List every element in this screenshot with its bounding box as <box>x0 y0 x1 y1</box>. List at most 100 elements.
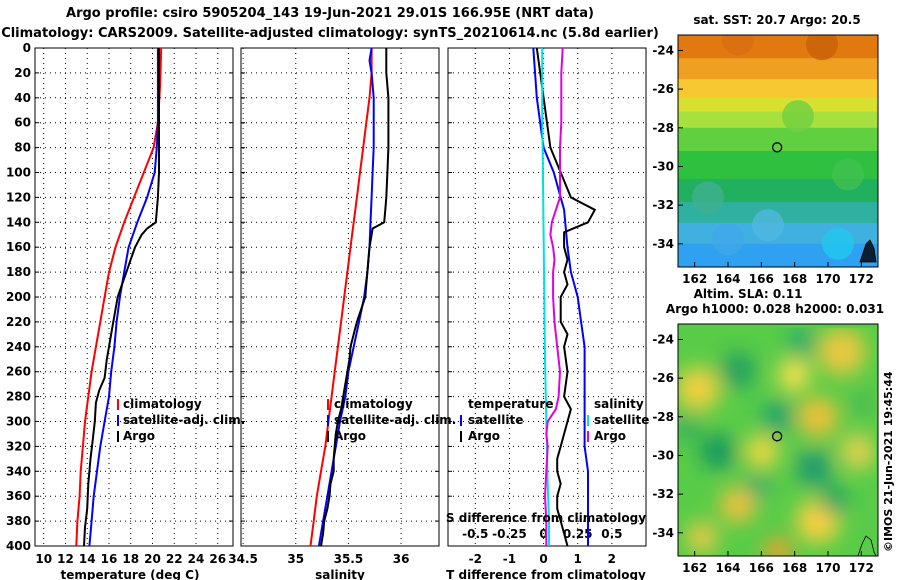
map-x-tick-label: 166 <box>749 561 774 575</box>
series-line-climatology <box>75 47 163 547</box>
s-difference-xlabel: S difference from climatology <box>446 511 646 525</box>
legend-label-climatology: climatology <box>334 397 413 411</box>
x-tick-label: -1 <box>503 552 516 566</box>
climatology-title: Climatology: CARS2009. Satellite-adjuste… <box>1 26 659 41</box>
series-line-s-satellite <box>541 48 550 546</box>
sla-coastline <box>857 535 877 557</box>
temperature-legend: climatology satellite-adj. clim. Argo <box>117 397 245 443</box>
map-x-tick-label: 168 <box>782 272 807 286</box>
sla-blob <box>720 352 756 389</box>
map-y-tick-label: -28 <box>652 410 674 424</box>
legend-title-temperature: temperature <box>468 397 553 411</box>
y-tick-label: 400 <box>6 539 31 553</box>
map-x-tick-label: 168 <box>782 561 807 575</box>
legend-label-t-satellite: satellite <box>468 413 523 427</box>
legend-label-argo: Argo <box>334 429 366 443</box>
legend-label-satellite: satellite-adj. clim. <box>123 413 245 427</box>
sst-argo-marker <box>772 142 783 153</box>
map-y-tick-label: -30 <box>652 159 674 173</box>
x-tick-label: 12 <box>57 552 74 566</box>
y-tick-label: 60 <box>14 116 31 130</box>
x-tick-label: 35 <box>287 552 304 566</box>
sla-blob <box>686 521 718 554</box>
salinity-panel: 34.5 35 35.5 36 salinity climatology satell… <box>228 47 456 580</box>
sst-map-title: sat. SST: 20.7 Argo: 20.5 <box>693 13 860 27</box>
sst-blob <box>782 100 814 133</box>
legend-label-climatology: climatology <box>123 397 202 411</box>
sla-map-subtitle: Argo h1000: 0.028 h2000: 0.031 <box>666 302 884 316</box>
series-line-t-satellite <box>532 47 589 546</box>
series-line-s-argo <box>543 47 564 546</box>
y-tick-label: 20 <box>14 66 31 80</box>
x-tick-label: 20 <box>144 552 161 566</box>
y-tick-label: 240 <box>6 340 31 354</box>
map-x-tick-label: 164 <box>715 561 740 575</box>
y-tick-label: 180 <box>6 265 31 279</box>
y-tick-label: 0 <box>23 41 31 55</box>
sla-blob <box>798 396 838 437</box>
series-line-climatology <box>309 48 373 547</box>
sst-band <box>678 58 878 81</box>
map-x-tick-label: 164 <box>715 272 740 286</box>
sla-blob <box>852 392 872 413</box>
sla-blob <box>796 449 832 486</box>
temperature-panel: 0 20 40 60 80 100 120 140 160 180 200 220 240 260 280 3… <box>6 41 245 580</box>
sla-blob <box>778 359 810 392</box>
x-tick-label: 26 <box>209 552 226 566</box>
y-tick-label: 260 <box>6 365 31 379</box>
sst-blob <box>712 223 744 256</box>
x-tick-label: 18 <box>122 552 139 566</box>
y-tick-label: 140 <box>6 215 31 229</box>
sst-band <box>678 127 878 152</box>
y-tick-label: 160 <box>6 240 31 254</box>
difference-legend: temperature satellite Argo salinity sate… <box>460 397 649 443</box>
map-y-tick-label: -30 <box>652 448 674 462</box>
sla-map-panel: Altim. SLA: 0.11 Argo h1000: 0.028 h2000… <box>652 287 884 575</box>
y-tick-label: 200 <box>6 290 31 304</box>
sla-blob <box>820 486 848 515</box>
x-tick-label: 36 <box>393 552 410 566</box>
sla-blob <box>746 435 778 468</box>
legend-label-t-argo: Argo <box>468 429 500 443</box>
sla-argo-marker <box>772 431 783 442</box>
x-tick-label: 1 <box>574 552 582 566</box>
x-tick-label: 34.5 <box>228 552 258 566</box>
s-tick-label: 0.5 <box>601 527 622 541</box>
map-y-tick-label: -32 <box>652 198 674 212</box>
sla-blob <box>700 433 736 470</box>
map-x-tick-label: 170 <box>815 272 840 286</box>
sst-blob <box>752 209 784 242</box>
map-y-tick-label: -24 <box>652 332 674 346</box>
sla-blob <box>818 327 866 376</box>
map-y-tick-label: -24 <box>652 43 674 57</box>
y-tick-label: 320 <box>6 439 31 453</box>
y-tick-label: 380 <box>6 514 31 528</box>
map-y-tick-label: -26 <box>652 371 674 385</box>
sst-blob <box>722 35 754 56</box>
map-x-tick-label: 170 <box>815 561 840 575</box>
series-line-argo <box>83 48 160 547</box>
sla-blob <box>720 486 756 523</box>
x-tick-label: 0 <box>539 552 547 566</box>
legend-label-argo: Argo <box>123 429 155 443</box>
map-x-tick-label: 162 <box>682 272 707 286</box>
sst-blob <box>692 181 724 214</box>
s-tick-label: 0.25 <box>563 527 593 541</box>
map-x-tick-label: 172 <box>849 561 874 575</box>
x-tick-label: 22 <box>166 552 183 566</box>
legend-title-salinity: salinity <box>594 397 644 411</box>
sla-blob <box>746 474 770 499</box>
series-line-t-argo <box>535 47 597 547</box>
map-x-tick-label: 166 <box>749 272 774 286</box>
sst-band <box>678 97 878 113</box>
sla-blob <box>678 366 720 411</box>
sst-map-frame <box>677 34 879 268</box>
y-tick-label: 300 <box>6 415 31 429</box>
salinity-xlabel: salinity <box>315 568 365 580</box>
legend-label-s-satellite: satellite <box>594 413 649 427</box>
x-tick-label: -2 <box>469 552 482 566</box>
sst-band <box>678 35 878 60</box>
imos-credit: ©IMOS 21-Jun-2021 19:45:44 <box>882 371 895 552</box>
map-y-tick-label: -26 <box>652 82 674 96</box>
